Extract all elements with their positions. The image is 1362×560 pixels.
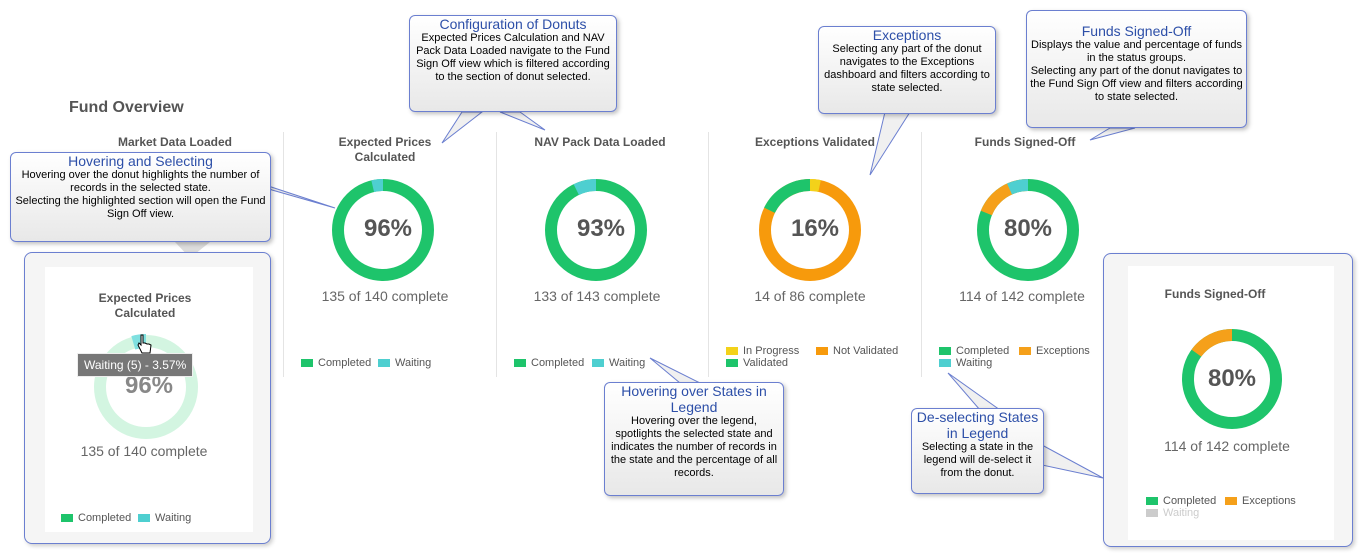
zoom-donut-expected-prices[interactable] [91,332,201,442]
zoom-title: Funds Signed-Off [1164,287,1266,301]
zoom-donut-percentage: 80% [1207,365,1257,392]
panel-divider [496,132,497,377]
donut-exceptions-validated[interactable] [758,178,862,282]
callout-funds-signed-off: Funds Signed-Off Displays the value and … [1026,10,1247,128]
legend-swatch [1146,497,1158,506]
legend-item-exceptions[interactable]: Exceptions [1019,345,1090,357]
donut-segment-waiting[interactable] [1007,179,1029,195]
completion-count: 14 of 86 complete [754,288,866,304]
zoom-completion-count: 135 of 140 complete [80,443,208,459]
pointer-config-left [441,111,484,144]
zoom-title: Expected Prices Calculated [98,291,192,320]
legend-swatch [726,359,738,368]
donut-percentage: 96% [363,215,413,242]
panel-title-funds-signed-off: Funds Signed-Off [974,135,1076,149]
legend-swatch [514,359,526,368]
pointer-funds [1089,127,1136,141]
legend-swatch [816,347,828,356]
completion-count: 114 of 142 complete [959,288,1085,304]
completion-count: 135 of 140 complete [321,288,449,304]
panel-divider [708,132,709,377]
legend-swatch [592,359,604,368]
donut-expected-prices[interactable] [331,178,435,282]
donut-segment-exceptions[interactable] [1191,328,1233,357]
donut-percentage: 16% [790,215,840,242]
callout-deselect: De-selecting States in Legend Selecting … [911,408,1044,494]
donut-segment-in-progress[interactable] [809,179,821,192]
legend-swatch [939,347,951,356]
callout-configuration: Configuration of Donuts Expected Prices … [409,15,617,112]
legend-item-waiting[interactable]: Waiting [939,357,992,369]
callout-hovering-selecting: Hovering and Selecting Hovering over the… [10,152,271,242]
legend-swatch [1019,347,1031,356]
legend-swatch [1225,497,1237,506]
legend-swatch [378,359,390,368]
panel-title-exceptions-validated: Exceptions Validated [754,135,876,149]
panel-title-nav-pack: NAV Pack Data Loaded [534,135,666,149]
donut-percentage: 93% [576,215,626,242]
pointer-deselect-right [1041,444,1104,479]
donut-segment-validated[interactable] [764,178,811,214]
legend-item-not-validated[interactable]: Not Validated [816,345,898,357]
panel-title-expected-prices: Expected Prices Calculated [338,135,432,164]
legend-swatch [1146,509,1158,518]
zoom-legend-item-exceptions[interactable]: Exceptions [1225,495,1296,507]
hover-tooltip: Waiting (5) - 3.57% [77,353,194,377]
legend-swatch [726,347,738,356]
zoom-legend-item-completed[interactable]: Completed [1146,495,1216,507]
zoom-legend-item-waiting[interactable]: Waiting [138,512,191,524]
zoom-panel-content [1128,266,1334,540]
legend-item-in-progress[interactable]: In Progress [726,345,799,357]
donut-nav-pack[interactable] [544,178,648,282]
panel-divider [283,132,284,377]
legend-item-waiting[interactable]: Waiting [378,357,431,369]
legend-item-waiting[interactable]: Waiting [592,357,645,369]
zoom-legend-item-completed[interactable]: Completed [61,512,131,524]
hand-cursor-icon [137,334,152,354]
pointer-deselect-left [947,372,1002,411]
legend-swatch [939,359,951,368]
zoom-donut-funds-signed-off[interactable] [1180,327,1284,431]
donut-funds-signed-off[interactable] [976,178,1080,282]
legend-swatch [61,514,73,523]
legend-item-completed[interactable]: Completed [301,357,371,369]
callout-legend-hover: Hovering over States in Legend Hovering … [604,382,784,496]
zoom-panel-content [45,267,253,532]
donut-segment-waiting[interactable] [371,179,384,193]
donut-percentage: 80% [1003,215,1053,242]
pointer-legend-hover [649,357,701,384]
legend-swatch [138,514,150,523]
pointer-config-right [499,111,546,131]
pointer-exceptions [869,111,911,176]
donut-segment-completed[interactable] [1182,329,1282,429]
legend-item-completed[interactable]: Completed [939,345,1009,357]
zoom-completion-count: 114 of 142 complete [1164,438,1290,454]
panel-title-market-data: Market Data Loaded [117,135,233,149]
legend-swatch [301,359,313,368]
panel-divider [921,132,922,377]
donut-segment-waiting[interactable] [573,179,597,196]
completion-count: 133 of 143 complete [533,288,661,304]
zoom-panel-expected-prices [24,252,271,544]
legend-item-validated[interactable]: Validated [726,357,788,369]
pointer-zoom-left [175,242,210,258]
legend-item-completed[interactable]: Completed [514,357,584,369]
page-title: Fund Overview [69,99,184,116]
callout-exceptions: Exceptions Selecting any part of the don… [818,26,996,114]
donut-segment-completed[interactable] [545,179,647,281]
donut-segment-waiting[interactable] [131,334,147,350]
zoom-legend-item-waiting-disabled[interactable]: Waiting [1146,507,1199,519]
